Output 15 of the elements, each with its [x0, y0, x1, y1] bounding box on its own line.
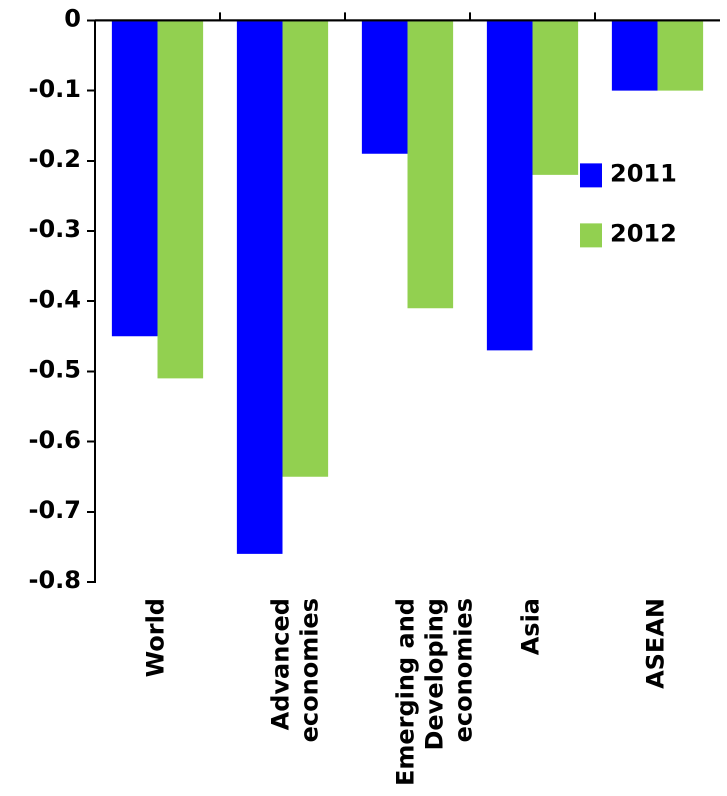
- x-tick-label: Asia: [516, 598, 545, 656]
- y-tick-label: -0.6: [28, 426, 81, 454]
- y-tick-label: -0.1: [28, 74, 81, 103]
- x-tick-label: World: [142, 598, 170, 678]
- y-tick-label: -0.8: [28, 566, 81, 594]
- legend-label: 2012: [610, 220, 677, 248]
- y-tick-label: -0.3: [28, 215, 81, 244]
- y-tick-label: -0.2: [28, 145, 81, 174]
- y-tick-label: -0.7: [28, 496, 81, 524]
- x-tick-label: ASEAN: [642, 598, 670, 689]
- x-tick-label: Advanced economies: [266, 598, 324, 742]
- y-tick-label: 0: [64, 4, 81, 33]
- y-tick-label: -0.4: [28, 285, 81, 314]
- legend-label: 2011: [610, 160, 677, 188]
- y-tick-label: -0.5: [28, 356, 81, 384]
